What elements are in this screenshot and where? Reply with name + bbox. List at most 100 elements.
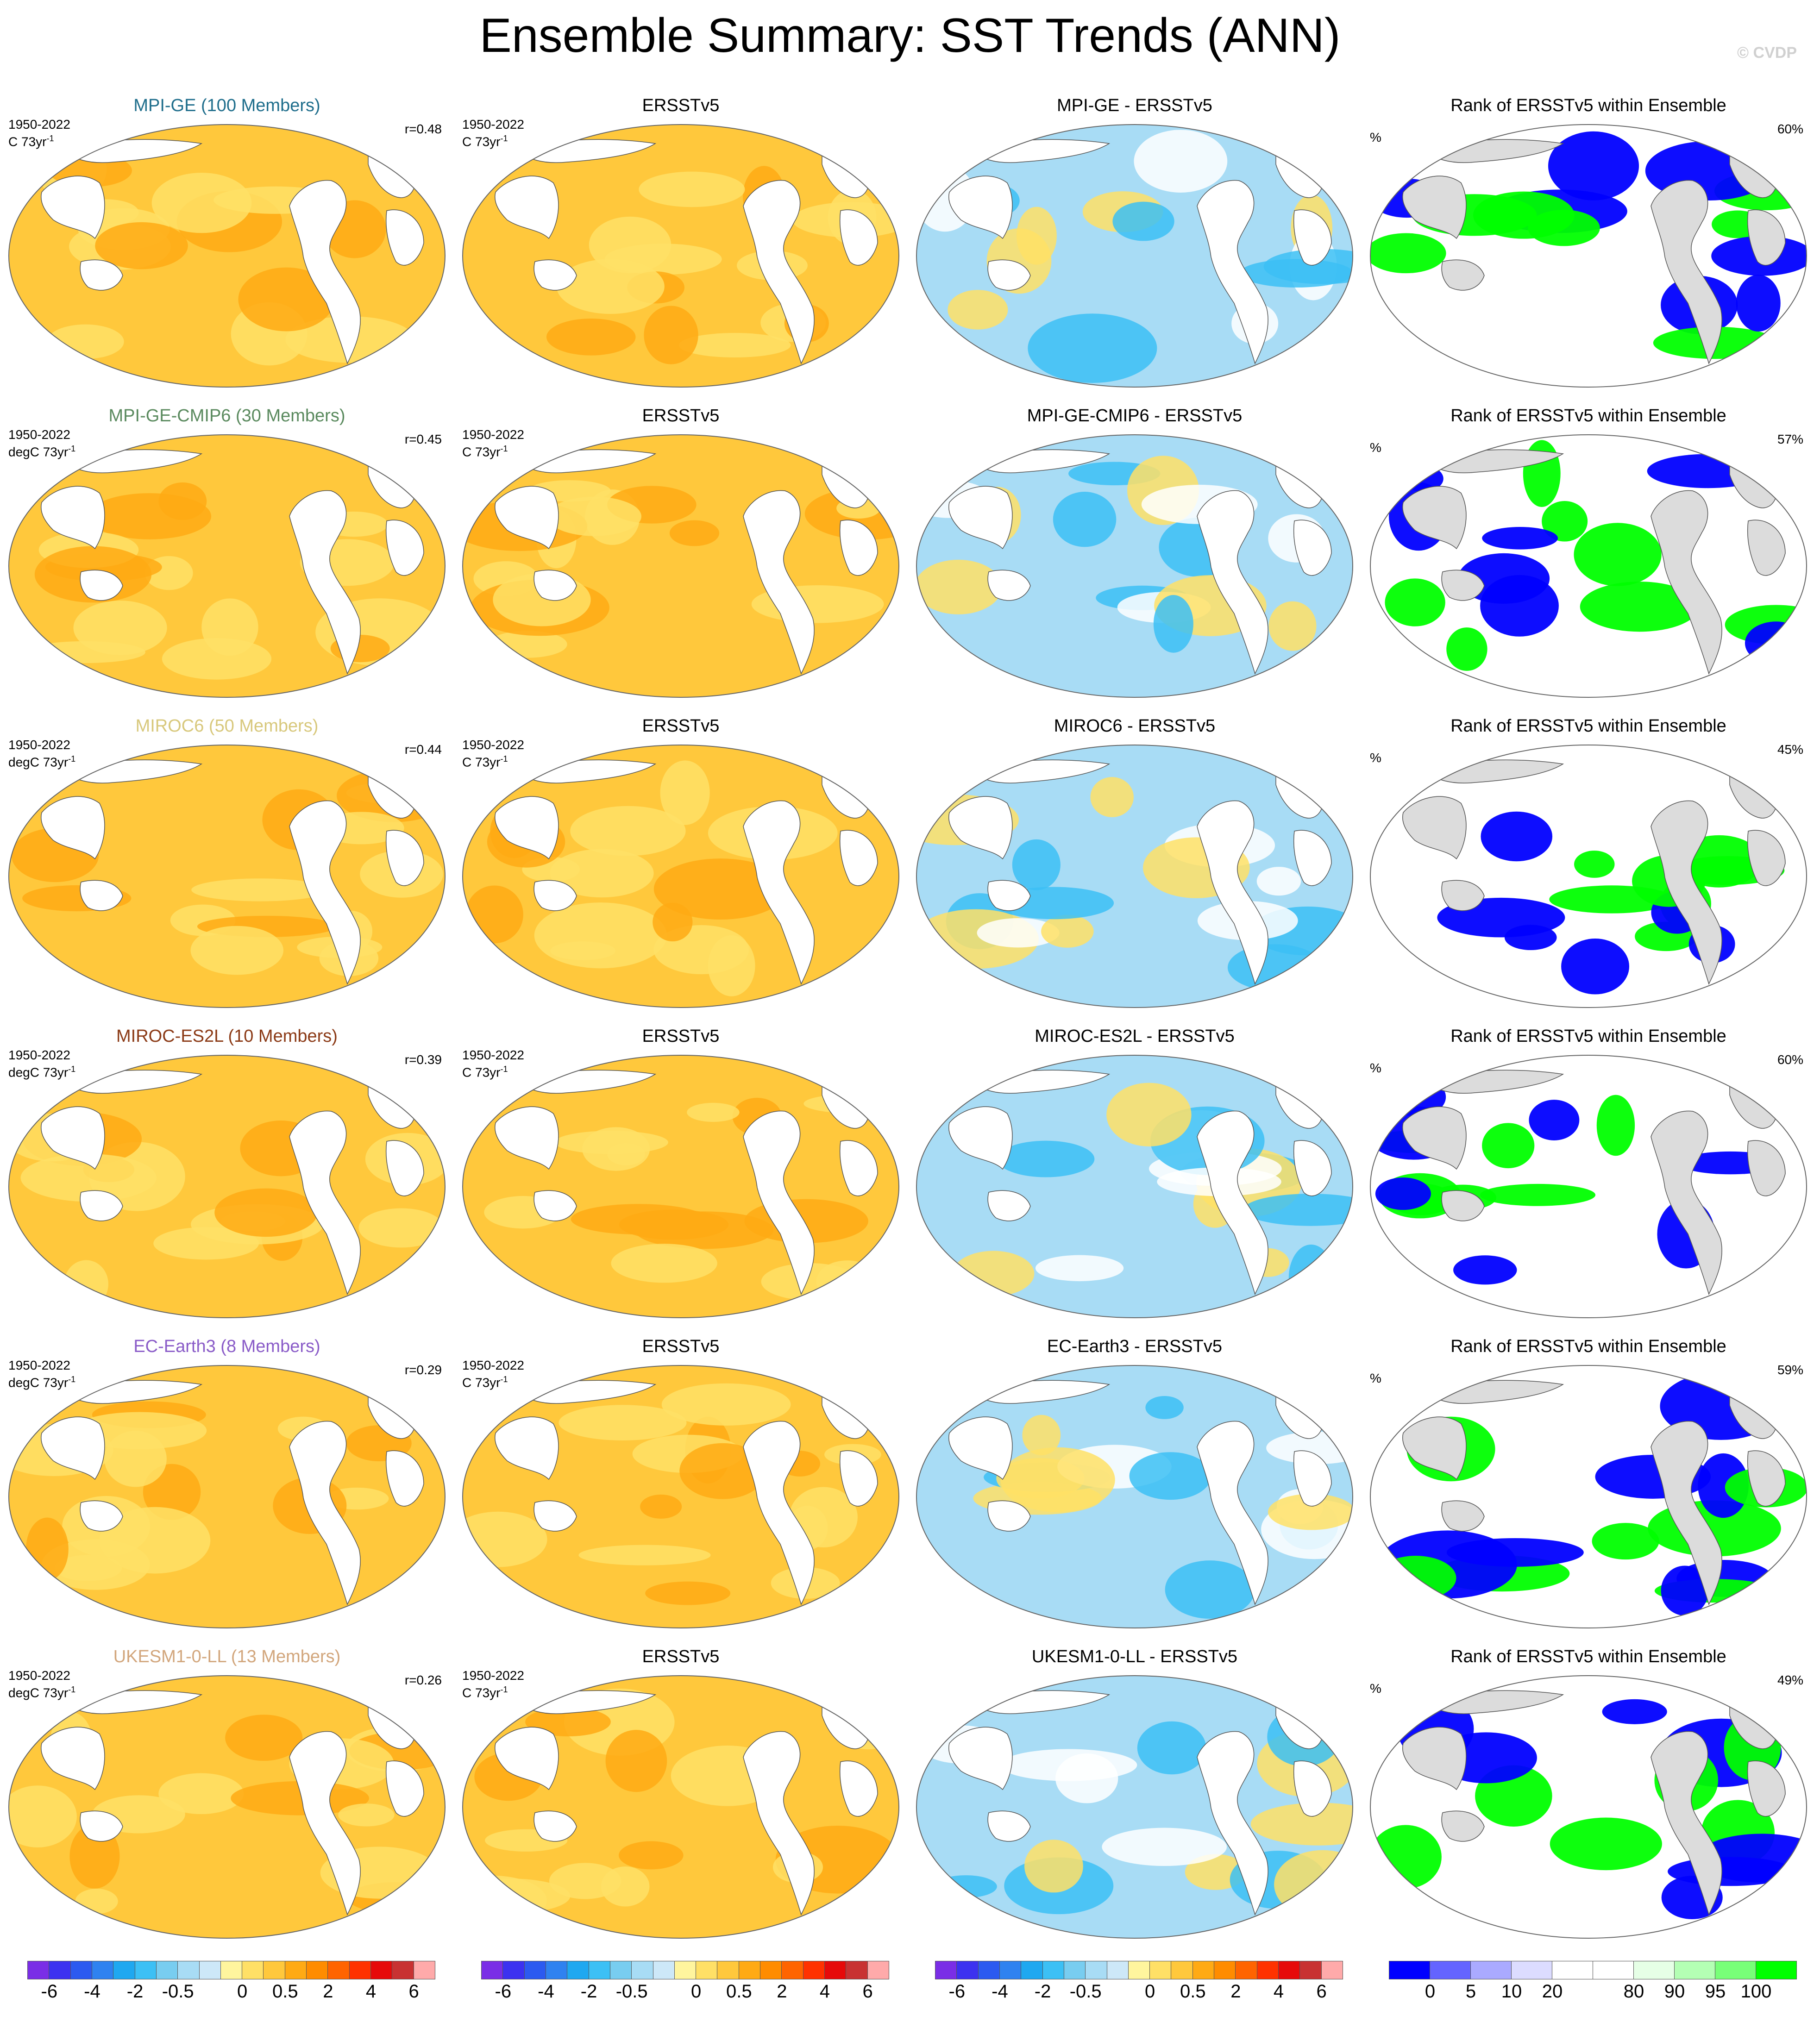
model-map: [8, 434, 446, 698]
panel-difference: MPI-GE-CMIP6 - ERSSTv5: [908, 405, 1362, 711]
continent-outline: [1402, 1106, 1467, 1170]
field-patch: [1000, 1447, 1115, 1512]
colorbar-tick-label: -0.5: [615, 1981, 648, 2002]
colorbar-box: [156, 1961, 178, 1979]
field-patch: [73, 601, 167, 655]
colorbar-boxes: [27, 1961, 435, 1979]
continent-outline: [987, 259, 1031, 291]
period-label: 1950-2022 degC 73yr-1: [8, 1358, 76, 1390]
colorbar-tick-label: -4: [992, 1981, 1008, 2002]
continent-outline: [1402, 1416, 1467, 1480]
continent-outline: [533, 880, 577, 911]
colorbar-tick-label: 4: [1273, 1981, 1284, 2002]
continent-outline: [1402, 796, 1467, 860]
colorbar-box: [306, 1961, 328, 1979]
colorbar-diff: -6 -4 -2 -0.5 0 0.5 2 4 6: [935, 1961, 1343, 2007]
map-frame: [1368, 1364, 1808, 1632]
field-patch: [1035, 1255, 1124, 1282]
continent-outline: [1402, 1727, 1467, 1790]
continent-outline: [1747, 520, 1786, 576]
panel-title: MIROC6 (50 Members): [135, 716, 319, 736]
field-patch: [687, 1102, 740, 1122]
period-label: 1950-2022 C 73yr-1: [8, 117, 70, 149]
field-patch: [231, 1781, 369, 1815]
map-frame: [7, 743, 447, 1012]
colorbar-tick-label: 6: [408, 1981, 419, 2002]
colorbar-box: [1235, 1961, 1257, 1979]
obs-map: [462, 434, 899, 698]
field-patch: [1268, 1494, 1353, 1530]
pattern-correlation: r=0.45: [404, 432, 442, 446]
panel-title: EC-Earth3 (8 Members): [133, 1337, 320, 1356]
colorbar-box: [134, 1961, 157, 1979]
map-border: [916, 1675, 1353, 1939]
field-patch: [1288, 1244, 1334, 1311]
continent-outline: [495, 1106, 559, 1170]
map-border: [1370, 1675, 1807, 1939]
field-patch: [550, 941, 615, 960]
panel-model-trend: UKESM1-0-LL (13 Members) 1950-2022 degC 73…: [0, 1646, 454, 1952]
panel-difference: MPI-GE - ERSSTv5: [908, 95, 1362, 401]
field-patch: [1134, 130, 1228, 193]
pattern-correlation: r=0.48: [404, 122, 442, 136]
field-patch: [465, 885, 523, 944]
field-patch: [54, 1555, 122, 1581]
colorbar-box: [1430, 1961, 1471, 1979]
field-patch: [9, 1785, 77, 1848]
continent-outline: [1197, 1110, 1268, 1296]
colorbar-box: [1389, 1961, 1430, 1979]
colorbar-tick-label: 0.5: [1180, 1981, 1206, 2002]
unit-label: %: [1370, 1371, 1381, 1385]
map-frame: [461, 433, 901, 701]
continent-outline: [948, 1106, 1013, 1170]
colorbar-box: [956, 1961, 979, 1979]
field-patch: [669, 520, 720, 546]
colorbar-box: [609, 1961, 632, 1979]
colorbar-box: [846, 1961, 868, 1979]
colorbar-box: [631, 1961, 653, 1979]
colorbar-tick-label: -2: [580, 1981, 597, 2002]
colorbar-box: [1256, 1961, 1279, 1979]
field-patch: [1745, 621, 1807, 665]
obs-map: [462, 1055, 899, 1318]
colorbar-box: [1593, 1961, 1634, 1979]
continent-outline: [80, 570, 123, 601]
rank-percent: 60%: [1777, 1052, 1803, 1067]
colorbar-box: [1278, 1961, 1300, 1979]
continent-outline: [1651, 800, 1722, 985]
colorbar-box: [392, 1961, 414, 1979]
map-border: [916, 1365, 1353, 1628]
field-patch: [99, 1507, 211, 1574]
continent-outline: [839, 209, 878, 266]
map-frame: [915, 1674, 1355, 1942]
colorbar-obs: -6 -4 -2 -0.5 0 0.5 2 4 6: [481, 1961, 889, 2007]
continent-outline: [495, 796, 559, 860]
continent-outline: [1197, 180, 1268, 365]
panel-model-trend: MPI-GE (100 Members) 1950-2022 C 73yr-1 r=0…: [0, 95, 454, 401]
field-patch: [556, 259, 665, 314]
panel-title: MPI-GE-CMIP6 - ERSSTv5: [1027, 406, 1243, 426]
continent-outline: [987, 1810, 1031, 1842]
colorbar-box: [1715, 1961, 1756, 1979]
map-border: [462, 124, 899, 388]
colorbar-box: [1674, 1961, 1715, 1979]
continent-outline: [533, 1500, 577, 1532]
colorbar-tick-label: 5: [1465, 1981, 1476, 2002]
colorbar-tick-label: -2: [1034, 1981, 1051, 2002]
continent-outline: [1293, 1760, 1332, 1817]
colorbar-box: [1085, 1961, 1107, 1979]
continent-outline: [743, 1421, 815, 1606]
field-patch: [640, 1494, 682, 1519]
map-border: [1370, 434, 1807, 698]
field-patch: [1112, 201, 1174, 241]
field-patch: [1596, 1095, 1635, 1156]
colorbar-tick-label: 0: [237, 1981, 248, 2002]
panel-obs-trend: ERSSTv5 1950-2022 C 73yr-1: [454, 715, 908, 1021]
colorbar-box: [27, 1961, 50, 1979]
figure-title: Ensemble Summary: SST Trends (ANN): [479, 9, 1341, 63]
diff-map: [916, 434, 1353, 698]
field-patch: [1602, 1699, 1667, 1724]
continent-outline: [948, 1416, 1013, 1480]
colorbar-tick-label: 10: [1501, 1981, 1522, 2002]
panel-obs-trend: ERSSTv5 1950-2022 C 73yr-1: [454, 405, 908, 711]
